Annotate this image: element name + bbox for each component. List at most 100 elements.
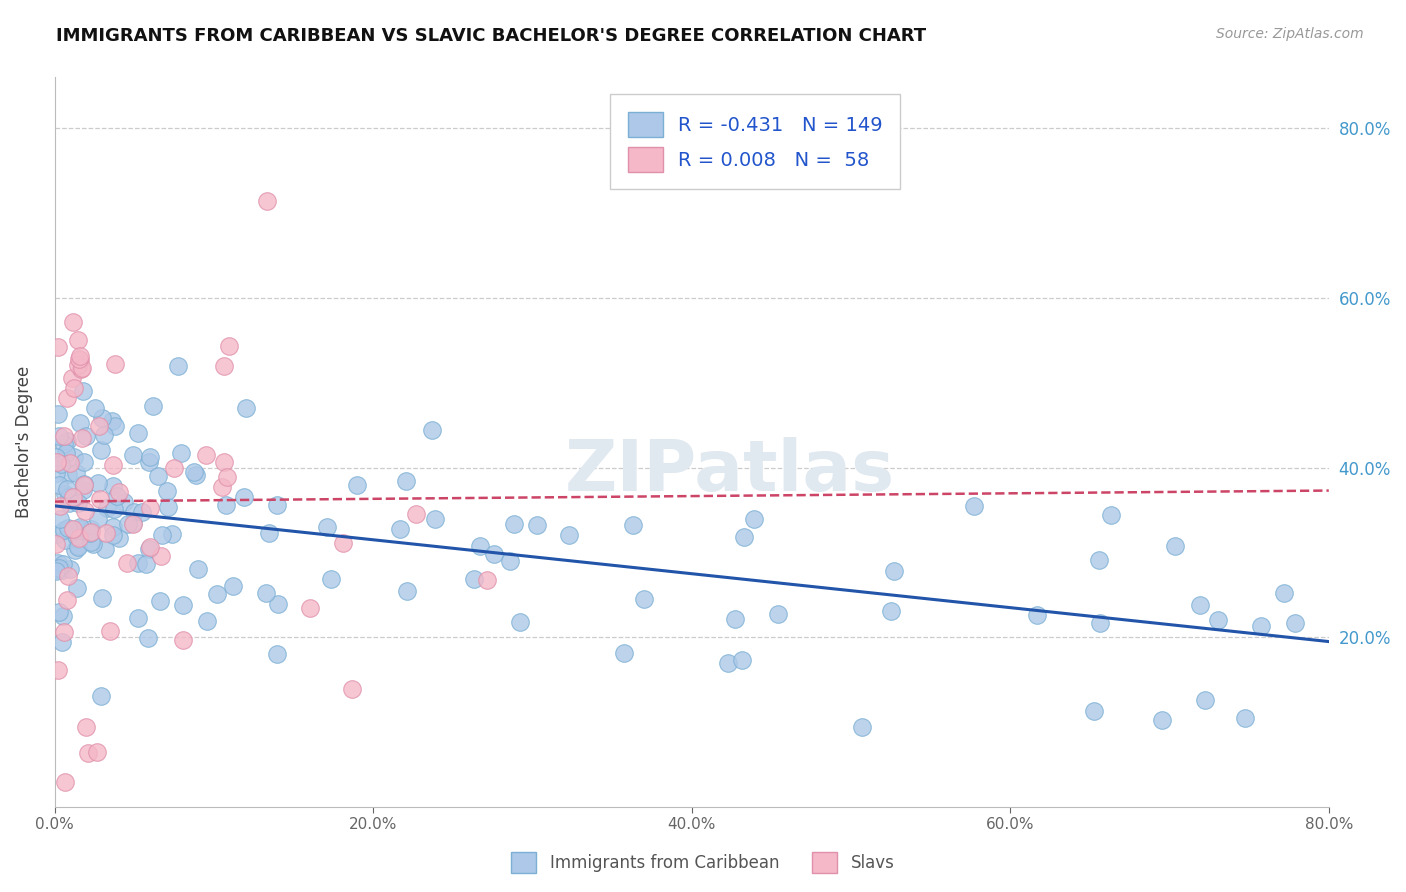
Point — [205, 587, 228, 601]
Point — [156, 484, 179, 499]
Point — [62, 450, 84, 464]
Point — [108, 531, 131, 545]
Point — [423, 512, 446, 526]
Point — [499, 554, 522, 568]
Point — [94, 526, 117, 541]
Point — [53, 437, 76, 451]
Point — [266, 647, 288, 661]
Point — [73, 477, 96, 491]
Point — [52, 558, 75, 572]
Point — [1152, 713, 1174, 727]
Point — [67, 539, 90, 553]
Point — [1284, 616, 1306, 631]
Point — [65, 528, 87, 542]
Point — [139, 500, 162, 515]
Point — [112, 495, 135, 509]
Point — [53, 533, 76, 548]
Point — [340, 682, 363, 697]
Point — [267, 597, 290, 611]
Point — [1194, 693, 1216, 707]
Point — [67, 532, 90, 546]
Point — [62, 380, 84, 394]
Point — [883, 564, 905, 578]
Point — [66, 495, 89, 509]
Point — [93, 427, 115, 442]
Point — [717, 656, 740, 670]
Point — [45, 467, 67, 481]
Point — [48, 428, 70, 442]
Point — [115, 556, 138, 570]
Point — [299, 601, 322, 615]
Point — [160, 526, 183, 541]
Point — [149, 594, 172, 608]
Point — [70, 360, 93, 375]
Point — [67, 333, 90, 347]
Point — [77, 746, 100, 760]
Point — [67, 351, 90, 366]
Legend: Immigrants from Caribbean, Slavs: Immigrants from Caribbean, Slavs — [505, 846, 901, 880]
Point — [127, 557, 149, 571]
Point — [259, 526, 281, 541]
Point — [254, 586, 277, 600]
Point — [103, 501, 125, 516]
Point — [70, 431, 93, 445]
Point — [150, 549, 173, 563]
Point — [172, 598, 194, 612]
Point — [53, 624, 76, 639]
Point — [72, 384, 94, 399]
Point — [45, 537, 67, 551]
Point — [138, 541, 160, 556]
Point — [315, 520, 337, 534]
Point — [49, 457, 72, 471]
Point — [84, 401, 107, 415]
Point — [80, 524, 103, 539]
Point — [731, 652, 754, 666]
Point — [52, 609, 75, 624]
Point — [319, 572, 342, 586]
Point — [69, 353, 91, 368]
Point — [195, 448, 218, 462]
Point — [98, 624, 121, 638]
Point — [69, 417, 91, 431]
Point — [55, 446, 77, 460]
Point — [131, 505, 153, 519]
Point — [65, 581, 87, 595]
Point — [62, 490, 84, 504]
Point — [526, 518, 548, 533]
Point — [880, 604, 903, 618]
Legend: R = -0.431   N = 149, R = 0.008   N =  58: R = -0.431 N = 149, R = 0.008 N = 58 — [610, 95, 900, 189]
Point — [141, 399, 163, 413]
Point — [94, 541, 117, 556]
Point — [150, 528, 173, 542]
Point — [1087, 553, 1109, 567]
Text: ZIPatlas: ZIPatlas — [565, 437, 896, 506]
Point — [58, 491, 80, 505]
Point — [724, 612, 747, 626]
Point — [101, 519, 124, 533]
Point — [138, 450, 160, 464]
Y-axis label: Bachelor's Degree: Bachelor's Degree — [15, 366, 32, 518]
Point — [1189, 598, 1212, 612]
Point — [211, 480, 233, 494]
Point — [80, 522, 103, 536]
Point — [101, 527, 124, 541]
Point — [1208, 613, 1230, 627]
Point — [1083, 704, 1105, 718]
Point — [62, 522, 84, 536]
Point — [332, 536, 354, 550]
Point — [90, 591, 112, 606]
Point — [503, 517, 526, 532]
Point — [138, 631, 160, 645]
Point — [167, 359, 190, 373]
Point — [851, 721, 873, 735]
Point — [69, 520, 91, 534]
Point — [101, 479, 124, 493]
Point — [48, 560, 70, 574]
Point — [170, 445, 193, 459]
Point — [56, 568, 79, 582]
Point — [53, 774, 76, 789]
Point — [395, 475, 418, 489]
Point — [346, 477, 368, 491]
Point — [146, 469, 169, 483]
Point — [90, 410, 112, 425]
